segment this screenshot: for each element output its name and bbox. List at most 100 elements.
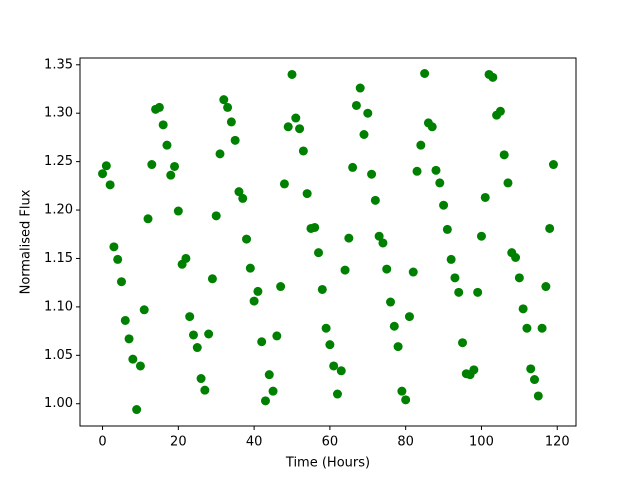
- point: [431, 165, 441, 175]
- point: [147, 160, 157, 170]
- point: [408, 267, 418, 277]
- point: [442, 224, 452, 234]
- point: [469, 365, 479, 375]
- point: [310, 222, 320, 232]
- point: [332, 389, 342, 399]
- point: [219, 95, 229, 105]
- point: [495, 106, 505, 116]
- x-tick-label: 40: [246, 435, 263, 450]
- point: [454, 287, 464, 297]
- point: [511, 252, 521, 262]
- point: [272, 331, 282, 341]
- point: [196, 374, 206, 384]
- point: [480, 192, 490, 202]
- point: [317, 284, 327, 294]
- point: [416, 140, 426, 150]
- point: [264, 370, 274, 380]
- point: [393, 342, 403, 352]
- point: [166, 170, 176, 180]
- point: [329, 361, 339, 371]
- y-tick-label: 1.00: [44, 396, 73, 411]
- point: [162, 140, 172, 150]
- point: [435, 178, 445, 188]
- point: [473, 287, 483, 297]
- point: [295, 124, 305, 134]
- x-tick-label: 20: [170, 435, 187, 450]
- y-tick-label: 1.10: [44, 299, 73, 314]
- point: [101, 161, 111, 171]
- point: [276, 282, 286, 292]
- point: [257, 337, 267, 347]
- point: [238, 193, 248, 203]
- point: [336, 366, 346, 376]
- point: [279, 179, 289, 189]
- point: [374, 231, 384, 241]
- point: [105, 180, 115, 190]
- x-tick-label: 0: [98, 435, 106, 450]
- point: [242, 234, 252, 244]
- point: [351, 100, 361, 110]
- point: [234, 187, 244, 197]
- point: [207, 274, 217, 284]
- x-tick-label: 100: [469, 435, 494, 450]
- point: [488, 72, 498, 82]
- point: [181, 253, 191, 263]
- point: [359, 130, 369, 140]
- point: [537, 323, 547, 333]
- point: [124, 334, 134, 344]
- point: [245, 263, 255, 273]
- point: [420, 68, 430, 78]
- point: [458, 338, 468, 348]
- point: [545, 223, 555, 233]
- y-tick-label: 1.30: [44, 106, 73, 121]
- point: [268, 386, 278, 396]
- point: [389, 321, 399, 331]
- point: [450, 273, 460, 283]
- point: [533, 391, 543, 401]
- point: [348, 162, 358, 172]
- point: [215, 149, 225, 159]
- point: [173, 206, 183, 216]
- point: [370, 195, 380, 205]
- point: [226, 117, 236, 127]
- y-tick-label: 1.25: [44, 154, 73, 169]
- point: [132, 405, 142, 415]
- point: [200, 385, 210, 395]
- point: [446, 254, 456, 264]
- x-axis-label: Time (Hours): [285, 456, 370, 471]
- point: [404, 312, 414, 322]
- point: [291, 113, 301, 123]
- point: [401, 395, 411, 405]
- point: [204, 329, 214, 339]
- point: [526, 364, 536, 374]
- point: [109, 242, 119, 252]
- point: [499, 150, 509, 160]
- point: [260, 396, 270, 406]
- point: [439, 200, 449, 210]
- point: [541, 282, 551, 292]
- point: [314, 248, 324, 258]
- point: [211, 211, 221, 221]
- point: [530, 375, 540, 385]
- point: [382, 264, 392, 274]
- point: [158, 120, 168, 130]
- point: [503, 178, 513, 188]
- point: [355, 83, 365, 93]
- point: [378, 238, 388, 248]
- y-axis-label: Normalised Flux: [19, 189, 34, 294]
- point: [116, 277, 126, 287]
- point: [298, 146, 308, 156]
- point: [128, 354, 138, 364]
- point: [363, 108, 373, 118]
- x-tick-label: 120: [545, 435, 570, 450]
- point: [154, 102, 164, 112]
- point: [287, 69, 297, 79]
- point: [223, 102, 233, 112]
- point: [340, 265, 350, 275]
- point: [230, 135, 240, 145]
- point: [397, 386, 407, 396]
- point: [113, 254, 123, 264]
- point: [518, 304, 528, 314]
